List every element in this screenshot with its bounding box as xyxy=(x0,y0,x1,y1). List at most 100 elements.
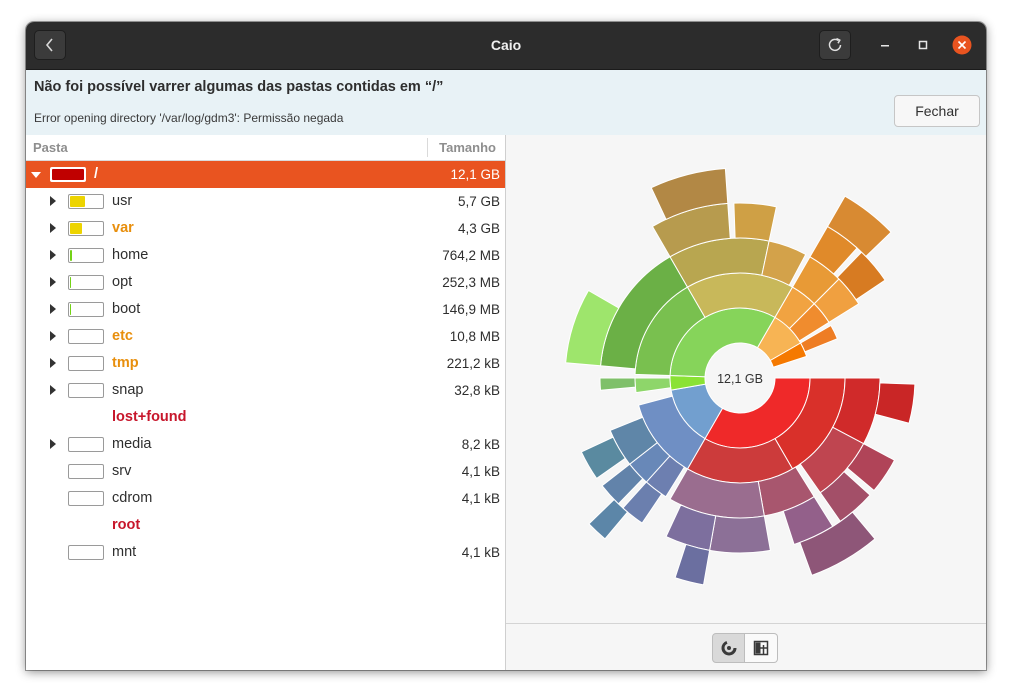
column-header-size[interactable]: Tamanho xyxy=(439,140,496,155)
folder-size: 12,1 GB xyxy=(450,167,500,182)
expander-icon[interactable] xyxy=(50,304,56,314)
ring-segment[interactable] xyxy=(674,543,711,586)
tree-row[interactable]: etc 10,8 MB xyxy=(26,323,505,350)
back-chevron-icon xyxy=(45,38,53,52)
ring-segment[interactable] xyxy=(599,377,636,391)
title-bar: Caio xyxy=(26,22,986,70)
tree-row[interactable]: snap 32,8 kB xyxy=(26,377,505,404)
usage-bar xyxy=(68,383,104,398)
ring-segment[interactable] xyxy=(846,443,896,492)
usage-bar xyxy=(50,167,86,182)
ring-segment[interactable] xyxy=(622,481,663,524)
tree-row[interactable]: lost+found xyxy=(26,404,505,431)
usage-bar xyxy=(68,491,104,506)
ring-segment[interactable] xyxy=(874,382,916,424)
minimize-button[interactable] xyxy=(875,35,895,55)
folder-name: mnt xyxy=(112,544,137,560)
usage-bar-fill xyxy=(70,196,86,207)
tree-column-header: Pasta Tamanho xyxy=(26,135,505,161)
ring-segment[interactable] xyxy=(588,498,629,540)
ring-segment[interactable] xyxy=(836,251,886,301)
tree-row[interactable]: cdrom 4,1 kB xyxy=(26,485,505,512)
folder-name: lost+found xyxy=(112,409,187,425)
treemap-view-button[interactable] xyxy=(745,633,778,663)
usage-bar-fill xyxy=(70,250,72,261)
expander-icon[interactable] xyxy=(50,385,56,395)
tree-row[interactable]: tmp 221,2 kB xyxy=(26,350,505,377)
infobar-title: Não foi possível varrer algumas das past… xyxy=(34,79,444,95)
rings-view-button[interactable] xyxy=(712,633,745,663)
folder-name: var xyxy=(112,220,134,236)
expander-icon[interactable] xyxy=(50,439,56,449)
tree-row[interactable]: media 8,2 kB xyxy=(26,431,505,458)
maximize-button[interactable] xyxy=(913,35,933,55)
column-header-folder[interactable]: Pasta xyxy=(33,140,68,155)
folder-name: tmp xyxy=(112,355,139,371)
ring-segment[interactable] xyxy=(634,377,672,394)
expander-open-icon[interactable] xyxy=(31,172,41,178)
back-button[interactable] xyxy=(34,30,66,60)
usage-bar-fill xyxy=(70,223,82,234)
tree-row[interactable]: mnt 4,1 kB xyxy=(26,539,505,566)
chart-view-switcher xyxy=(506,623,986,670)
tree-row[interactable]: opt 252,3 MB xyxy=(26,269,505,296)
tree-row[interactable]: srv 4,1 kB xyxy=(26,458,505,485)
expander-icon[interactable] xyxy=(50,358,56,368)
folder-name: media xyxy=(112,436,152,452)
ring-segment[interactable] xyxy=(799,324,839,353)
folder-size: 221,2 kB xyxy=(446,356,500,371)
folder-size: 8,2 kB xyxy=(461,437,500,452)
tree-row[interactable]: usr 5,7 GB xyxy=(26,188,505,215)
usage-bar xyxy=(68,302,104,317)
folder-size: 252,3 MB xyxy=(442,275,500,290)
minimize-icon xyxy=(881,45,889,47)
usage-bar xyxy=(68,356,104,371)
ring-segment[interactable] xyxy=(709,515,771,554)
ring-segment[interactable] xyxy=(580,436,627,480)
folder-name: cdrom xyxy=(112,490,153,506)
expander-icon[interactable] xyxy=(50,331,56,341)
usage-bar xyxy=(68,221,104,236)
folder-size: 146,9 MB xyxy=(442,302,500,317)
usage-bar xyxy=(68,194,104,209)
ring-segment[interactable] xyxy=(761,240,807,286)
folder-tree-panel: Pasta Tamanho / 12,1 GB usr 5,7 GB var 4,3 GB… xyxy=(26,135,506,670)
folder-name: root xyxy=(112,517,141,533)
folder-size: 4,1 kB xyxy=(461,545,500,560)
ring-segment[interactable] xyxy=(799,511,876,576)
close-window-button[interactable] xyxy=(952,35,972,55)
tree-row[interactable]: boot 146,9 MB xyxy=(26,296,505,323)
usage-bar xyxy=(68,545,104,560)
ring-segment[interactable] xyxy=(733,202,777,242)
ring-segment[interactable] xyxy=(565,289,620,367)
tree-row-root[interactable]: / 12,1 GB xyxy=(26,161,505,188)
folder-size: 5,7 GB xyxy=(457,194,500,209)
folder-size: 764,2 MB xyxy=(442,248,500,263)
folder-name: / xyxy=(94,166,99,182)
folder-name: snap xyxy=(112,382,144,398)
folder-name: home xyxy=(112,247,149,263)
folder-name: srv xyxy=(112,463,132,479)
close-infobar-button[interactable]: Fechar xyxy=(894,95,980,127)
chart-panel: 12,1 GB xyxy=(506,135,986,670)
usage-bar xyxy=(68,329,104,344)
expander-icon[interactable] xyxy=(50,223,56,233)
close-icon xyxy=(952,35,972,55)
ring-segment[interactable] xyxy=(819,470,871,523)
scan-error-infobar: Não foi possível varrer algumas das past… xyxy=(26,70,986,136)
tree-row[interactable]: root xyxy=(26,512,505,539)
expander-icon[interactable] xyxy=(50,250,56,260)
tree-row[interactable]: var 4,3 GB xyxy=(26,215,505,242)
expander-icon[interactable] xyxy=(50,196,56,206)
folder-size: 4,1 kB xyxy=(461,464,500,479)
expander-icon[interactable] xyxy=(50,277,56,287)
rings-chart[interactable]: 12,1 GB xyxy=(506,135,986,623)
tree-row[interactable]: home 764,2 MB xyxy=(26,242,505,269)
folder-name: boot xyxy=(112,301,141,317)
folder-name: etc xyxy=(112,328,133,344)
ring-segment[interactable] xyxy=(601,463,644,505)
ring-segment[interactable] xyxy=(826,195,892,258)
ring-segment[interactable] xyxy=(650,167,729,221)
rings-chart-icon xyxy=(721,640,736,656)
reload-button[interactable] xyxy=(819,30,851,60)
